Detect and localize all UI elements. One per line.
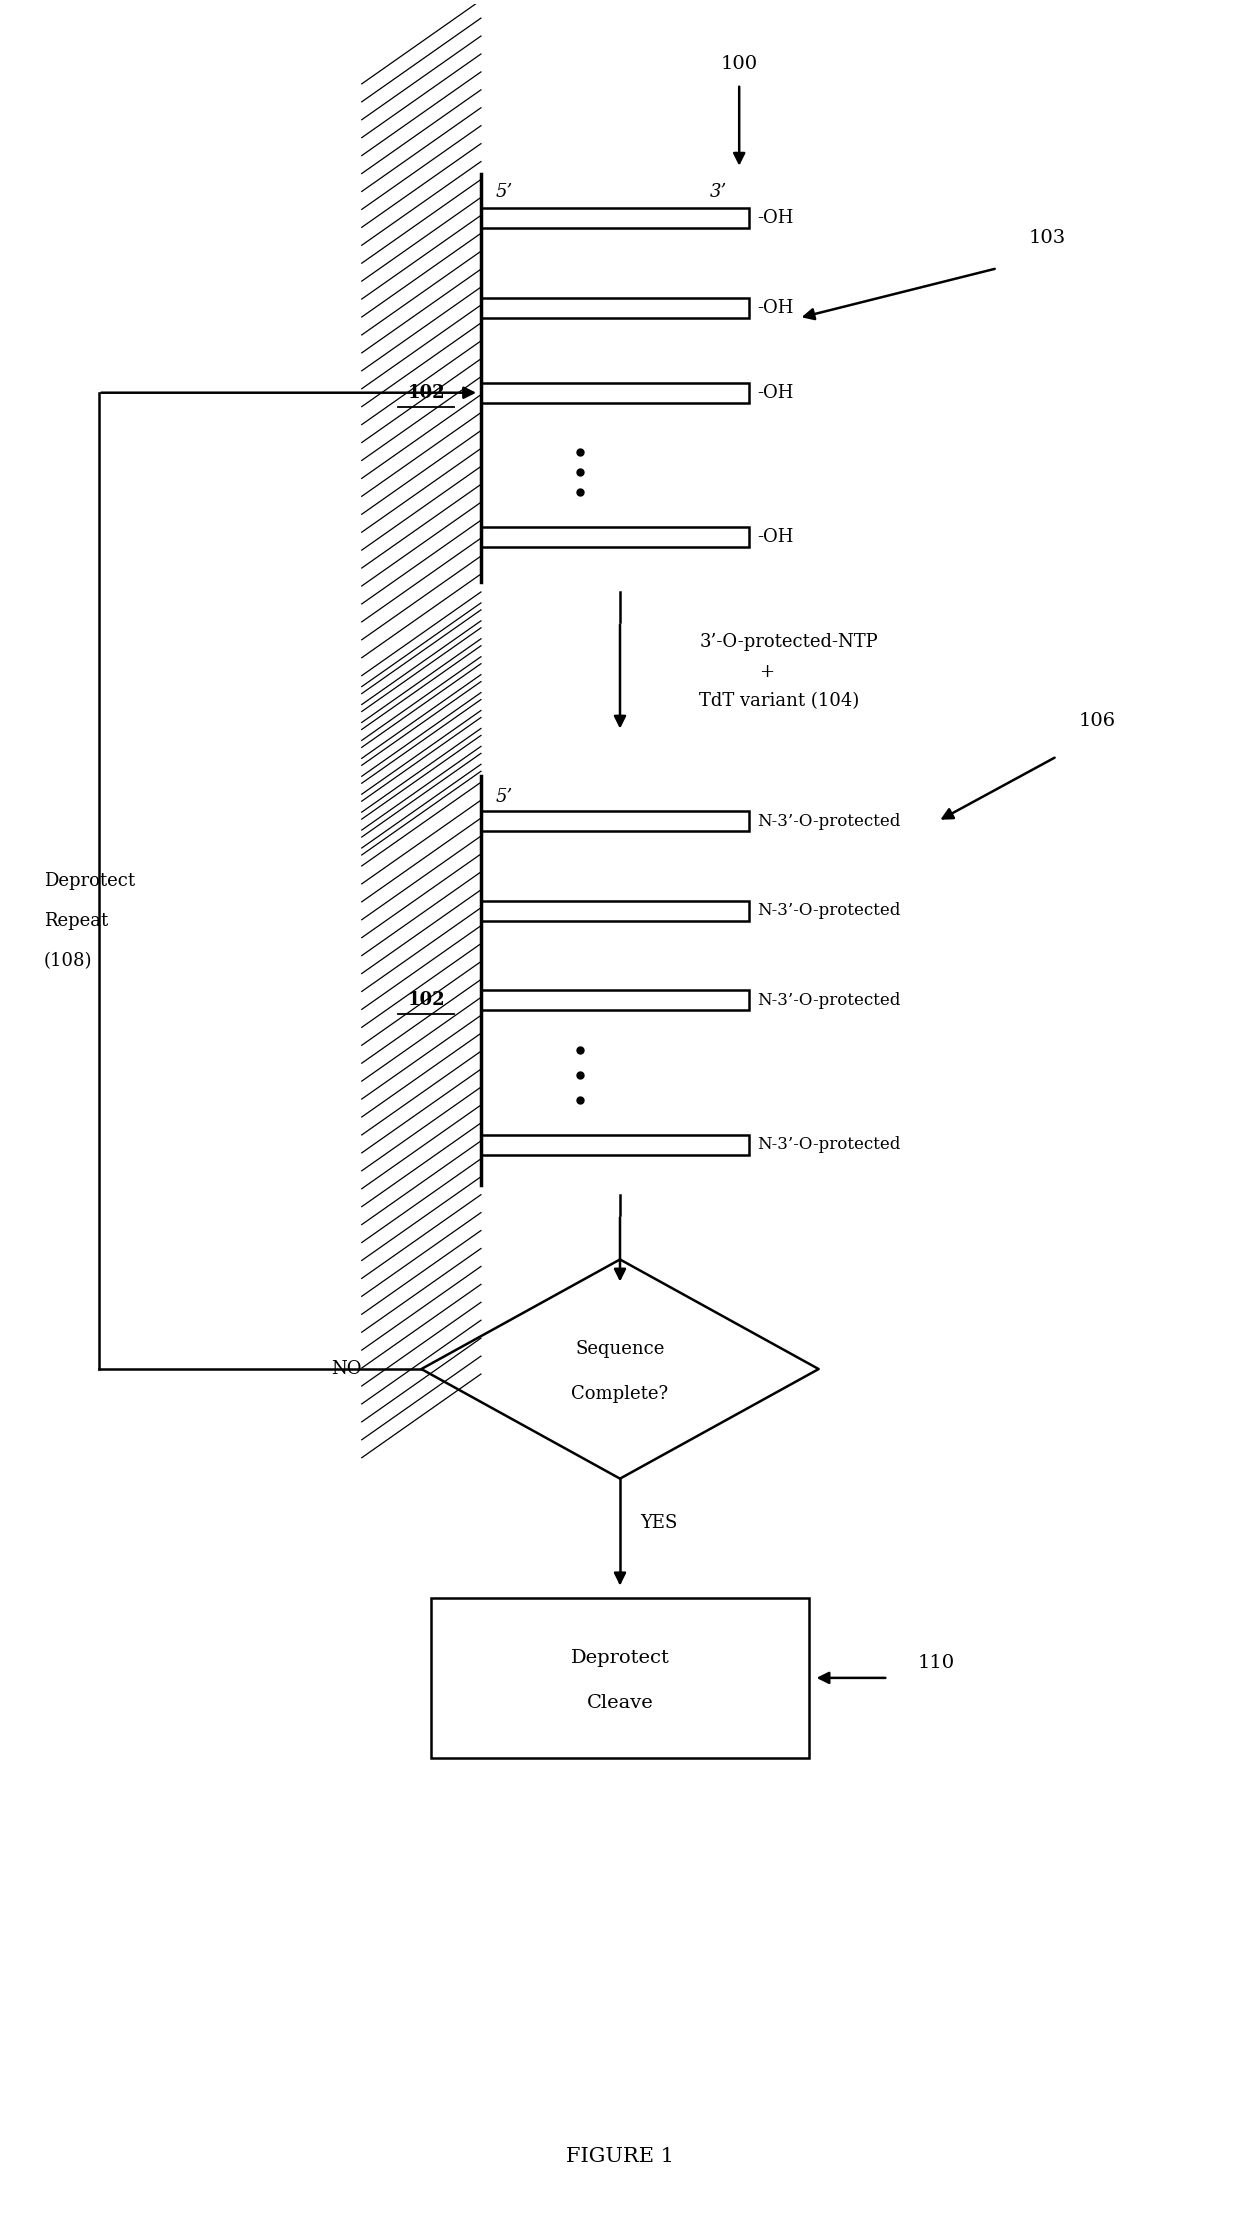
Text: Complete?: Complete? xyxy=(572,1385,668,1403)
Text: 102: 102 xyxy=(408,992,445,1010)
Text: Cleave: Cleave xyxy=(587,1695,653,1713)
Text: +: + xyxy=(759,662,774,680)
Text: N-3’-O-protected: N-3’-O-protected xyxy=(758,903,900,919)
Text: 5’: 5’ xyxy=(496,183,513,201)
Text: Sequence: Sequence xyxy=(575,1340,665,1358)
Text: N-3’-O-protected: N-3’-O-protected xyxy=(758,1137,900,1153)
Text: N-3’-O-protected: N-3’-O-protected xyxy=(758,992,900,1008)
Bar xyxy=(432,1599,808,1757)
Bar xyxy=(481,384,749,404)
Text: 102: 102 xyxy=(408,384,445,401)
Bar xyxy=(481,1135,749,1155)
Text: Repeat: Repeat xyxy=(43,912,108,930)
Text: -OH: -OH xyxy=(758,529,794,546)
Text: -OH: -OH xyxy=(758,210,794,227)
Text: 110: 110 xyxy=(918,1655,955,1672)
Bar xyxy=(481,990,749,1010)
Text: 103: 103 xyxy=(1028,230,1065,248)
Bar xyxy=(481,207,749,227)
Text: -OH: -OH xyxy=(758,384,794,401)
Text: NO: NO xyxy=(331,1360,362,1378)
Text: 5’: 5’ xyxy=(496,787,513,807)
Text: YES: YES xyxy=(640,1514,677,1532)
Bar xyxy=(481,901,749,921)
Text: -OH: -OH xyxy=(758,299,794,317)
Text: Deprotect: Deprotect xyxy=(570,1648,670,1668)
Text: Deprotect: Deprotect xyxy=(43,872,135,890)
Text: 106: 106 xyxy=(1079,711,1115,731)
Text: 3’-O-protected-NTP: 3’-O-protected-NTP xyxy=(699,633,878,651)
Text: 3’: 3’ xyxy=(709,183,727,201)
Text: (108): (108) xyxy=(43,952,93,970)
Bar xyxy=(481,812,749,832)
Text: FIGURE 1: FIGURE 1 xyxy=(565,2147,675,2165)
Text: 100: 100 xyxy=(720,56,758,74)
Text: TdT variant (104): TdT variant (104) xyxy=(699,694,859,711)
Bar xyxy=(481,526,749,546)
Text: N-3’-O-protected: N-3’-O-protected xyxy=(758,812,900,830)
Bar xyxy=(481,299,749,319)
